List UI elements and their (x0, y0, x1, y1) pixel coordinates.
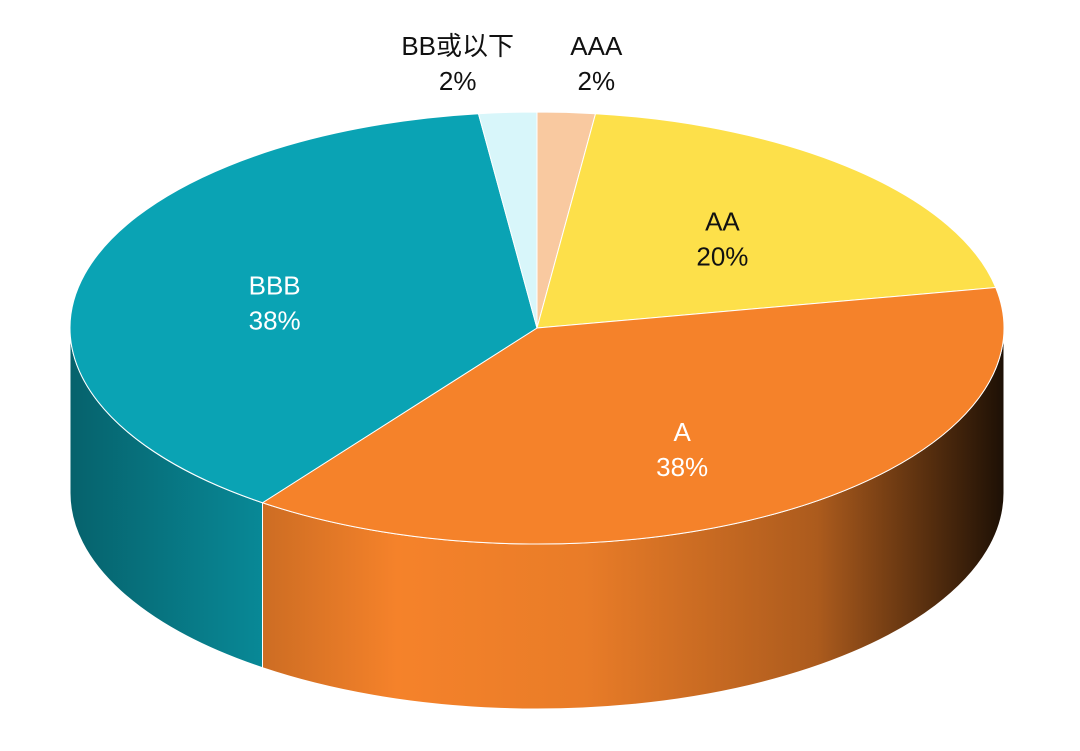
pie-slice (69, 113, 538, 504)
slice-label: BB或以下 (401, 31, 514, 61)
slice-value-label: 38% (249, 306, 301, 336)
pie-tops (69, 111, 1005, 545)
slice-value-label: 20% (696, 241, 748, 271)
slice-value-label: 2% (578, 66, 616, 96)
pie-labels: AAA 2% AA 20% A 38% BBB 38% BB或以下 2% (249, 31, 749, 482)
pie-slice (261, 286, 1005, 545)
slice-value-label: 38% (656, 452, 708, 482)
pie-slice (536, 113, 997, 329)
slice-label: A (673, 417, 691, 447)
slice-label: AAA (570, 31, 623, 61)
slice-value-label: 2% (439, 66, 477, 96)
slice-label: AA (705, 206, 740, 236)
pie-slice (477, 111, 538, 329)
slice-label: BBB (249, 271, 301, 301)
